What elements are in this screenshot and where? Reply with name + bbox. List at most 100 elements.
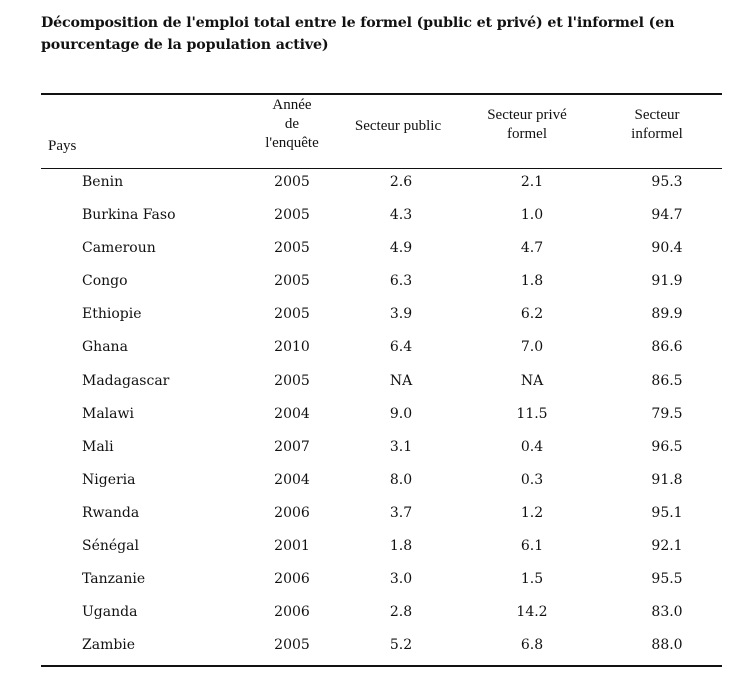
cell-secteur-prive: 1.5 <box>520 571 544 588</box>
cell-secteur-public: 3.0 <box>389 571 413 588</box>
cell-pays: Nigeria <box>82 471 136 488</box>
cell-secteur-informel: 86.6 <box>651 339 683 356</box>
cell-secteur-prive: 7.0 <box>520 339 544 356</box>
cell-secteur-public: 5.2 <box>389 637 413 654</box>
cell-secteur-informel: 94.7 <box>651 207 683 224</box>
header-secteur-informel: Secteur informel <box>612 106 702 144</box>
cell-secteur-public: 1.8 <box>389 538 413 555</box>
header-informel-line: informel <box>631 126 683 142</box>
cell-annee: 2001 <box>274 538 310 555</box>
table-row: Malawi 2004 9.0 11.5 79.5 <box>0 403 754 436</box>
cell-secteur-public: 3.1 <box>389 438 413 455</box>
cell-annee: 2006 <box>274 504 310 521</box>
cell-pays: Ethiopie <box>82 306 142 323</box>
cell-pays: Malawi <box>82 405 134 422</box>
cell-pays: Rwanda <box>82 504 140 521</box>
cell-secteur-informel: 91.8 <box>651 471 683 488</box>
cell-annee: 2006 <box>274 604 310 621</box>
table-row: Madagascar 2005 NA NA 86.5 <box>0 370 754 403</box>
header-annee: Année de l'enquête <box>248 96 336 153</box>
cell-secteur-informel: 88.0 <box>651 637 683 654</box>
cell-secteur-public: NA <box>389 372 413 389</box>
table-row: Cameroun 2005 4.9 4.7 90.4 <box>0 237 754 270</box>
cell-annee: 2005 <box>274 637 310 654</box>
table-row: Rwanda 2006 3.7 1.2 95.1 <box>0 502 754 535</box>
cell-pays: Mali <box>82 438 114 455</box>
header-pays: Pays <box>48 138 77 154</box>
cell-secteur-prive: 6.8 <box>520 637 544 654</box>
table-row: Nigeria 2004 8.0 0.3 91.8 <box>0 469 754 502</box>
header-secteur-public: Secteur public <box>336 117 460 136</box>
cell-secteur-public: 2.8 <box>389 604 413 621</box>
cell-pays: Tanzanie <box>82 571 146 588</box>
cell-secteur-prive: 11.5 <box>516 405 548 422</box>
cell-secteur-informel: 91.9 <box>651 273 683 290</box>
cell-secteur-informel: 95.5 <box>651 571 683 588</box>
cell-secteur-informel: 86.5 <box>651 372 683 389</box>
cell-annee: 2004 <box>274 471 310 488</box>
cell-secteur-informel: 83.0 <box>651 604 683 621</box>
header-prive-line: formel <box>507 126 547 142</box>
table-row: Sénégal 2001 1.8 6.1 92.1 <box>0 535 754 568</box>
cell-pays: Congo <box>82 273 128 290</box>
table-row: Mali 2007 3.1 0.4 96.5 <box>0 436 754 469</box>
cell-secteur-prive: 1.8 <box>520 273 544 290</box>
cell-secteur-informel: 95.3 <box>651 174 683 190</box>
cell-annee: 2005 <box>274 207 310 224</box>
table-row: Tanzanie 2006 3.0 1.5 95.5 <box>0 568 754 601</box>
cell-pays: Ghana <box>82 339 128 356</box>
table-row: Zambie 2005 5.2 6.8 88.0 <box>0 634 754 667</box>
cell-secteur-public: 8.0 <box>389 471 413 488</box>
cell-annee: 2005 <box>274 306 310 323</box>
header-annee-line: l'enquête <box>265 135 319 151</box>
table-row: Ethiopie 2005 3.9 6.2 89.9 <box>0 303 754 336</box>
cell-secteur-prive: 0.3 <box>520 471 544 488</box>
header-annee-line: de <box>284 116 300 132</box>
cell-secteur-prive: 6.2 <box>520 306 544 323</box>
cell-secteur-public: 4.9 <box>389 240 413 257</box>
cell-secteur-public: 3.7 <box>389 504 413 521</box>
cell-secteur-informel: 95.1 <box>651 504 683 521</box>
cell-secteur-informel: 79.5 <box>651 405 683 422</box>
header-bottom-rule <box>41 168 722 169</box>
cell-pays: Benin <box>82 174 124 190</box>
cell-annee: 2005 <box>274 240 310 257</box>
cell-secteur-public: 6.4 <box>389 339 413 356</box>
cell-annee: 2005 <box>274 273 310 290</box>
table-row: Ghana 2010 6.4 7.0 86.6 <box>0 336 754 369</box>
cell-secteur-prive: 1.2 <box>520 504 544 521</box>
cell-secteur-prive: 0.4 <box>520 438 544 455</box>
table-row: Burkina Faso 2005 4.3 1.0 94.7 <box>0 204 754 237</box>
cell-secteur-prive: 6.1 <box>520 538 544 555</box>
table-body: Benin 2005 2.6 2.1 95.3 Burkina Faso 2005 4.3 1.… <box>0 171 754 667</box>
header-secteur-prive: Secteur privé formel <box>462 106 592 144</box>
table-row: Uganda 2006 2.8 14.2 83.0 <box>0 601 754 634</box>
cell-secteur-public: 9.0 <box>389 405 413 422</box>
cell-pays: Zambie <box>82 637 136 654</box>
cell-pays: Madagascar <box>82 372 170 389</box>
cell-secteur-prive: 4.7 <box>520 240 544 257</box>
table-bottom-rule <box>41 665 722 667</box>
cell-secteur-prive: 14.2 <box>516 604 548 621</box>
cell-secteur-informel: 92.1 <box>651 538 683 555</box>
cell-annee: 2004 <box>274 405 310 422</box>
table-title: Décomposition de l'emploi total entre le… <box>41 15 675 53</box>
cell-annee: 2010 <box>274 339 310 356</box>
cell-secteur-public: 6.3 <box>389 273 413 290</box>
cell-secteur-public: 4.3 <box>389 207 413 224</box>
header-informel-line: Secteur <box>634 107 680 123</box>
cell-pays: Uganda <box>82 604 138 621</box>
cell-secteur-informel: 96.5 <box>651 438 683 455</box>
cell-pays: Burkina Faso <box>82 207 176 224</box>
table-top-rule <box>41 93 722 95</box>
header-public-line: Secteur public <box>354 118 442 134</box>
cell-secteur-public: 2.6 <box>389 174 413 190</box>
cell-secteur-prive: NA <box>520 372 544 389</box>
cell-secteur-informel: 90.4 <box>651 240 683 257</box>
cell-annee: 2005 <box>274 174 310 190</box>
cell-annee: 2006 <box>274 571 310 588</box>
cell-annee: 2007 <box>274 438 310 455</box>
cell-pays: Cameroun <box>82 240 156 257</box>
header-annee-line: Année <box>272 97 312 113</box>
table-row: Benin 2005 2.6 2.1 95.3 <box>0 171 754 204</box>
